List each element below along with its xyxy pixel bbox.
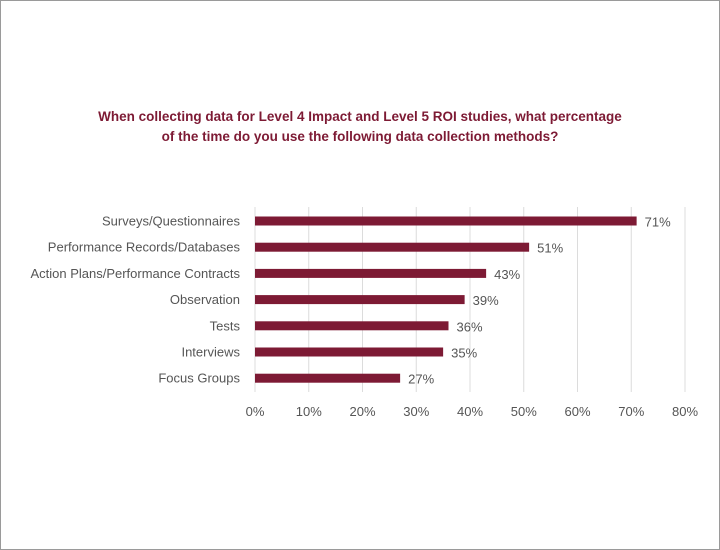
bar-5 — [255, 347, 444, 357]
x-tick-label-4: 40% — [457, 404, 483, 419]
x-tick-label-2: 20% — [349, 404, 375, 419]
category-label-4: Tests — [210, 318, 241, 333]
category-label-1: Performance Records/Databases — [48, 240, 241, 255]
x-tick-label-0: 0% — [246, 404, 265, 419]
chart-title: When collecting data for Level 4 Impact … — [60, 107, 660, 147]
value-label-5: 35% — [451, 346, 477, 361]
category-label-3: Observation — [170, 292, 240, 307]
category-label-5: Interviews — [181, 345, 240, 360]
chart-title-line-1: When collecting data for Level 4 Impact … — [98, 109, 622, 124]
value-label-1: 51% — [537, 241, 563, 256]
value-label-6: 27% — [408, 372, 434, 387]
bar-2 — [255, 268, 487, 278]
value-label-2: 43% — [494, 267, 520, 282]
chart-title-line-2: of the time do you use the following dat… — [161, 129, 559, 144]
category-label-2: Action Plans/Performance Contracts — [30, 266, 240, 281]
value-label-4: 36% — [457, 319, 483, 334]
bar-6 — [255, 373, 401, 383]
category-label-6: Focus Groups — [158, 371, 240, 386]
x-tick-label-8: 80% — [672, 404, 698, 419]
bar-0 — [255, 216, 637, 226]
value-label-3: 39% — [473, 293, 499, 308]
bar-1 — [255, 242, 530, 252]
category-label-0: Surveys/Questionnaires — [102, 214, 241, 229]
x-tick-label-1: 10% — [296, 404, 322, 419]
x-tick-label-5: 50% — [511, 404, 537, 419]
x-tick-label-6: 60% — [564, 404, 590, 419]
x-tick-label-7: 70% — [618, 404, 644, 419]
x-tick-label-3: 30% — [403, 404, 429, 419]
bar-4 — [255, 321, 449, 331]
bar-3 — [255, 295, 465, 305]
value-label-0: 71% — [645, 215, 671, 230]
